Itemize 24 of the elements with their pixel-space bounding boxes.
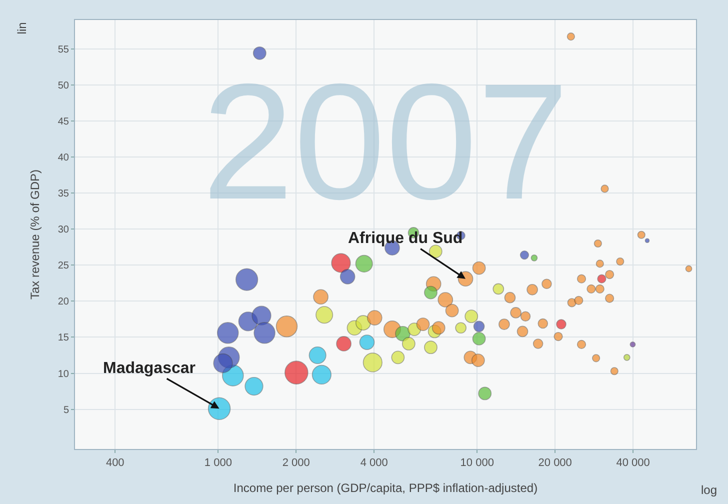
y-tick-label: 50 xyxy=(58,80,70,92)
y-tick-label: 30 xyxy=(58,224,70,236)
x-axis-title: Income per person (GDP/capita, PPP$ inflation-adjusted) xyxy=(233,481,538,496)
x-tick-label: 1 000 xyxy=(204,457,232,470)
y-tick-label: 40 xyxy=(58,152,70,164)
x-tick-label: 2 000 xyxy=(282,457,310,470)
y-tick-label: 45 xyxy=(58,116,70,128)
y-tick-label: 25 xyxy=(58,260,70,272)
x-tick-label: 400 xyxy=(106,457,124,470)
text: lin xyxy=(15,22,30,34)
x-tick-label: 10 000 xyxy=(460,457,494,470)
y-tick-label: 55 xyxy=(58,44,70,56)
y-tick-label: 5 xyxy=(63,404,70,416)
text: log xyxy=(701,483,718,497)
annotation: Afrique du Sud xyxy=(348,230,463,247)
x-tick-label: 4 000 xyxy=(360,457,388,470)
y-tick-label: 20 xyxy=(58,296,70,308)
x-tick-label: 20 000 xyxy=(538,457,572,470)
y-tick-label: 10 xyxy=(58,368,70,380)
y-tick-label: 35 xyxy=(58,188,70,200)
y-tick-label: 15 xyxy=(58,332,70,344)
annotation: Madagascar xyxy=(103,360,196,377)
x-tick-label: 40 000 xyxy=(616,457,650,470)
y-axis-title: Tax revenue (% of GDP) xyxy=(28,169,42,300)
